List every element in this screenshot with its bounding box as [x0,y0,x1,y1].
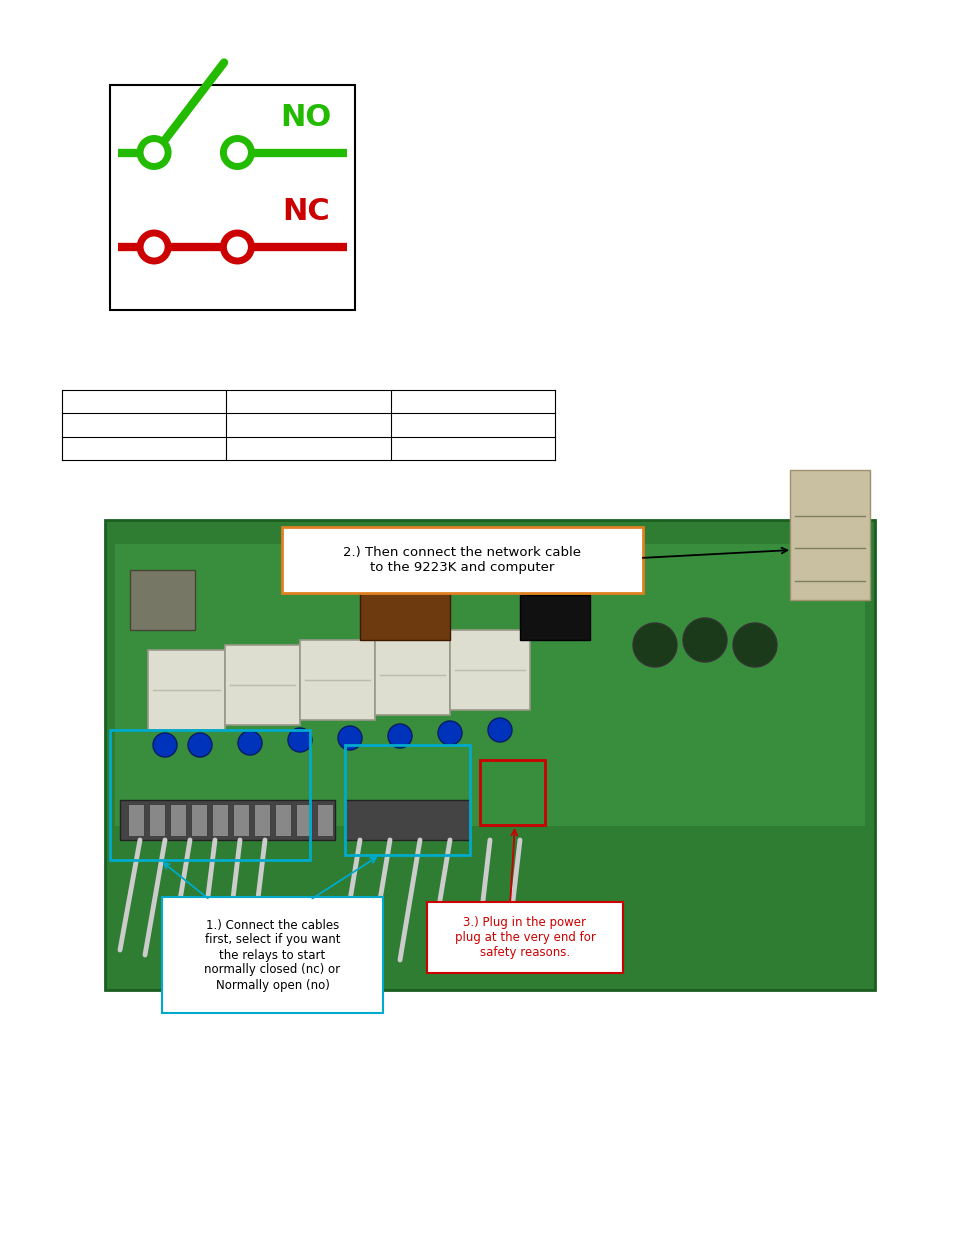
Circle shape [288,727,312,752]
FancyBboxPatch shape [149,804,165,836]
FancyBboxPatch shape [191,804,207,836]
FancyBboxPatch shape [789,471,869,600]
FancyBboxPatch shape [233,804,249,836]
Circle shape [140,233,168,261]
Circle shape [437,721,461,745]
FancyBboxPatch shape [170,804,186,836]
Circle shape [223,138,252,167]
Circle shape [633,622,677,667]
FancyBboxPatch shape [282,527,642,593]
Text: 1.) Connect the cables
first, select if you want
the relays to start
normally cl: 1.) Connect the cables first, select if … [204,919,340,992]
FancyBboxPatch shape [519,595,589,640]
Circle shape [140,138,168,167]
Circle shape [682,618,726,662]
FancyBboxPatch shape [375,635,450,715]
Circle shape [237,731,262,755]
FancyBboxPatch shape [120,800,335,840]
FancyBboxPatch shape [148,650,225,730]
FancyBboxPatch shape [295,804,312,836]
FancyBboxPatch shape [110,85,355,310]
FancyBboxPatch shape [225,645,299,725]
Circle shape [388,724,412,748]
FancyBboxPatch shape [115,543,864,825]
FancyBboxPatch shape [130,571,194,630]
Circle shape [223,233,252,261]
FancyBboxPatch shape [427,902,622,973]
Text: 3.) Plug in the power
plug at the very end for
safety reasons.: 3.) Plug in the power plug at the very e… [454,916,595,960]
Text: 2.) Then connect the network cable
to the 9223K and computer: 2.) Then connect the network cable to th… [343,546,581,574]
FancyBboxPatch shape [212,804,228,836]
FancyBboxPatch shape [128,804,144,836]
Circle shape [488,718,512,742]
Circle shape [337,726,361,750]
FancyBboxPatch shape [299,640,375,720]
FancyBboxPatch shape [345,800,470,840]
Text: NO: NO [280,103,332,132]
FancyBboxPatch shape [253,804,270,836]
Circle shape [732,622,776,667]
FancyBboxPatch shape [274,804,291,836]
Text: NC: NC [282,198,330,226]
Circle shape [188,734,212,757]
FancyBboxPatch shape [105,520,874,990]
FancyBboxPatch shape [162,897,382,1013]
Circle shape [152,734,177,757]
FancyBboxPatch shape [450,630,530,710]
FancyBboxPatch shape [316,804,333,836]
FancyBboxPatch shape [359,580,450,640]
